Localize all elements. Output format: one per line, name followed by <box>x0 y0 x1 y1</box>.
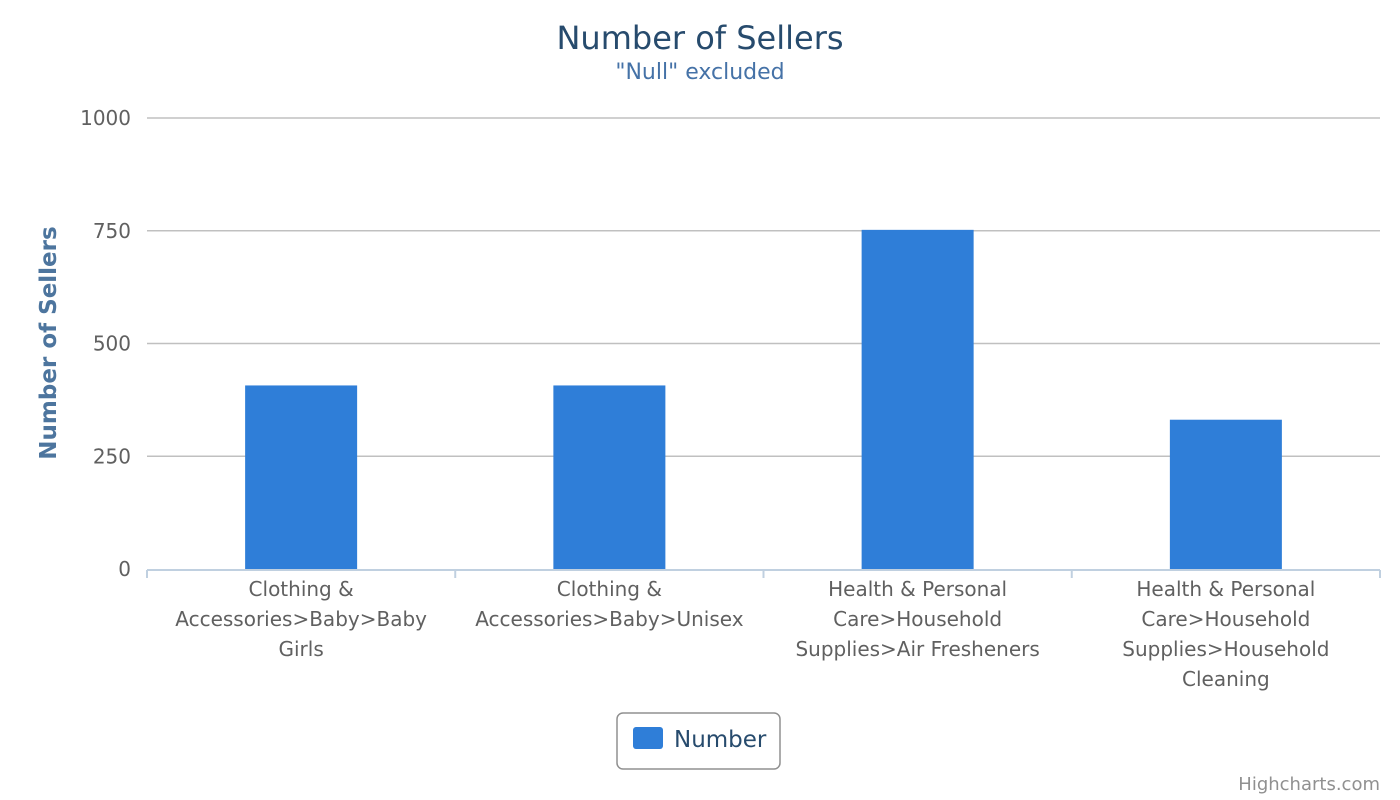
x-tick-label-line: Clothing & <box>249 577 354 601</box>
x-tick-label-line: Care>Household <box>833 607 1002 631</box>
x-tick-label-line: Health & Personal <box>1136 577 1315 601</box>
highcharts-credit[interactable]: Highcharts.com <box>1238 774 1380 795</box>
x-axis: Clothing & Accessories>Baby>Baby GirlsClot… <box>146 569 1381 691</box>
y-axis-label: Number of Sellers <box>36 226 62 459</box>
y-tick-label: 500 <box>93 332 131 356</box>
x-tick-label-line: Accessories>Baby>Unisex <box>475 607 743 631</box>
bar[interactable] <box>553 385 666 569</box>
y-tick-label: 750 <box>93 219 131 243</box>
x-tick-label: Clothing & Accessories>Baby>Unisex <box>475 577 743 631</box>
x-tick-label: Health & Personal Care>Household Supplies>… <box>795 577 1039 661</box>
x-tick-label-line: Girls <box>278 637 323 661</box>
bar[interactable] <box>1169 419 1282 569</box>
x-tick-label-line: Cleaning <box>1182 667 1270 691</box>
x-tick-label-line: Care>Household <box>1141 607 1310 631</box>
chart-subtitle: "Null" excluded <box>615 60 784 85</box>
bar[interactable] <box>861 229 974 569</box>
x-tick-label-line: Health & Personal <box>828 577 1007 601</box>
y-axis-ticks: 0 250 500 750 1000 <box>80 106 131 581</box>
x-tick-label-line: Accessories>Baby>Baby <box>175 607 427 631</box>
legend-item-number[interactable]: Number <box>674 727 767 753</box>
legend[interactable]: Number <box>616 712 781 770</box>
y-tick-label: 250 <box>93 444 131 468</box>
x-tick-label: Health & Personal Care>Household Supplies>… <box>1122 577 1329 691</box>
x-tick-label-line: Supplies>Air Fresheners <box>795 637 1039 661</box>
bar-series <box>245 229 1282 569</box>
x-tick-label-line: Supplies>Household <box>1122 637 1329 661</box>
y-tick-label: 0 <box>118 557 131 581</box>
x-tick-label-line: Clothing & <box>557 577 662 601</box>
bar[interactable] <box>245 385 358 569</box>
y-tick-label: 1000 <box>80 106 131 130</box>
chart-title: Number of Sellers <box>556 19 843 57</box>
legend-swatch <box>633 727 663 749</box>
x-tick-label: Clothing & Accessories>Baby>Baby Girls <box>175 577 427 661</box>
